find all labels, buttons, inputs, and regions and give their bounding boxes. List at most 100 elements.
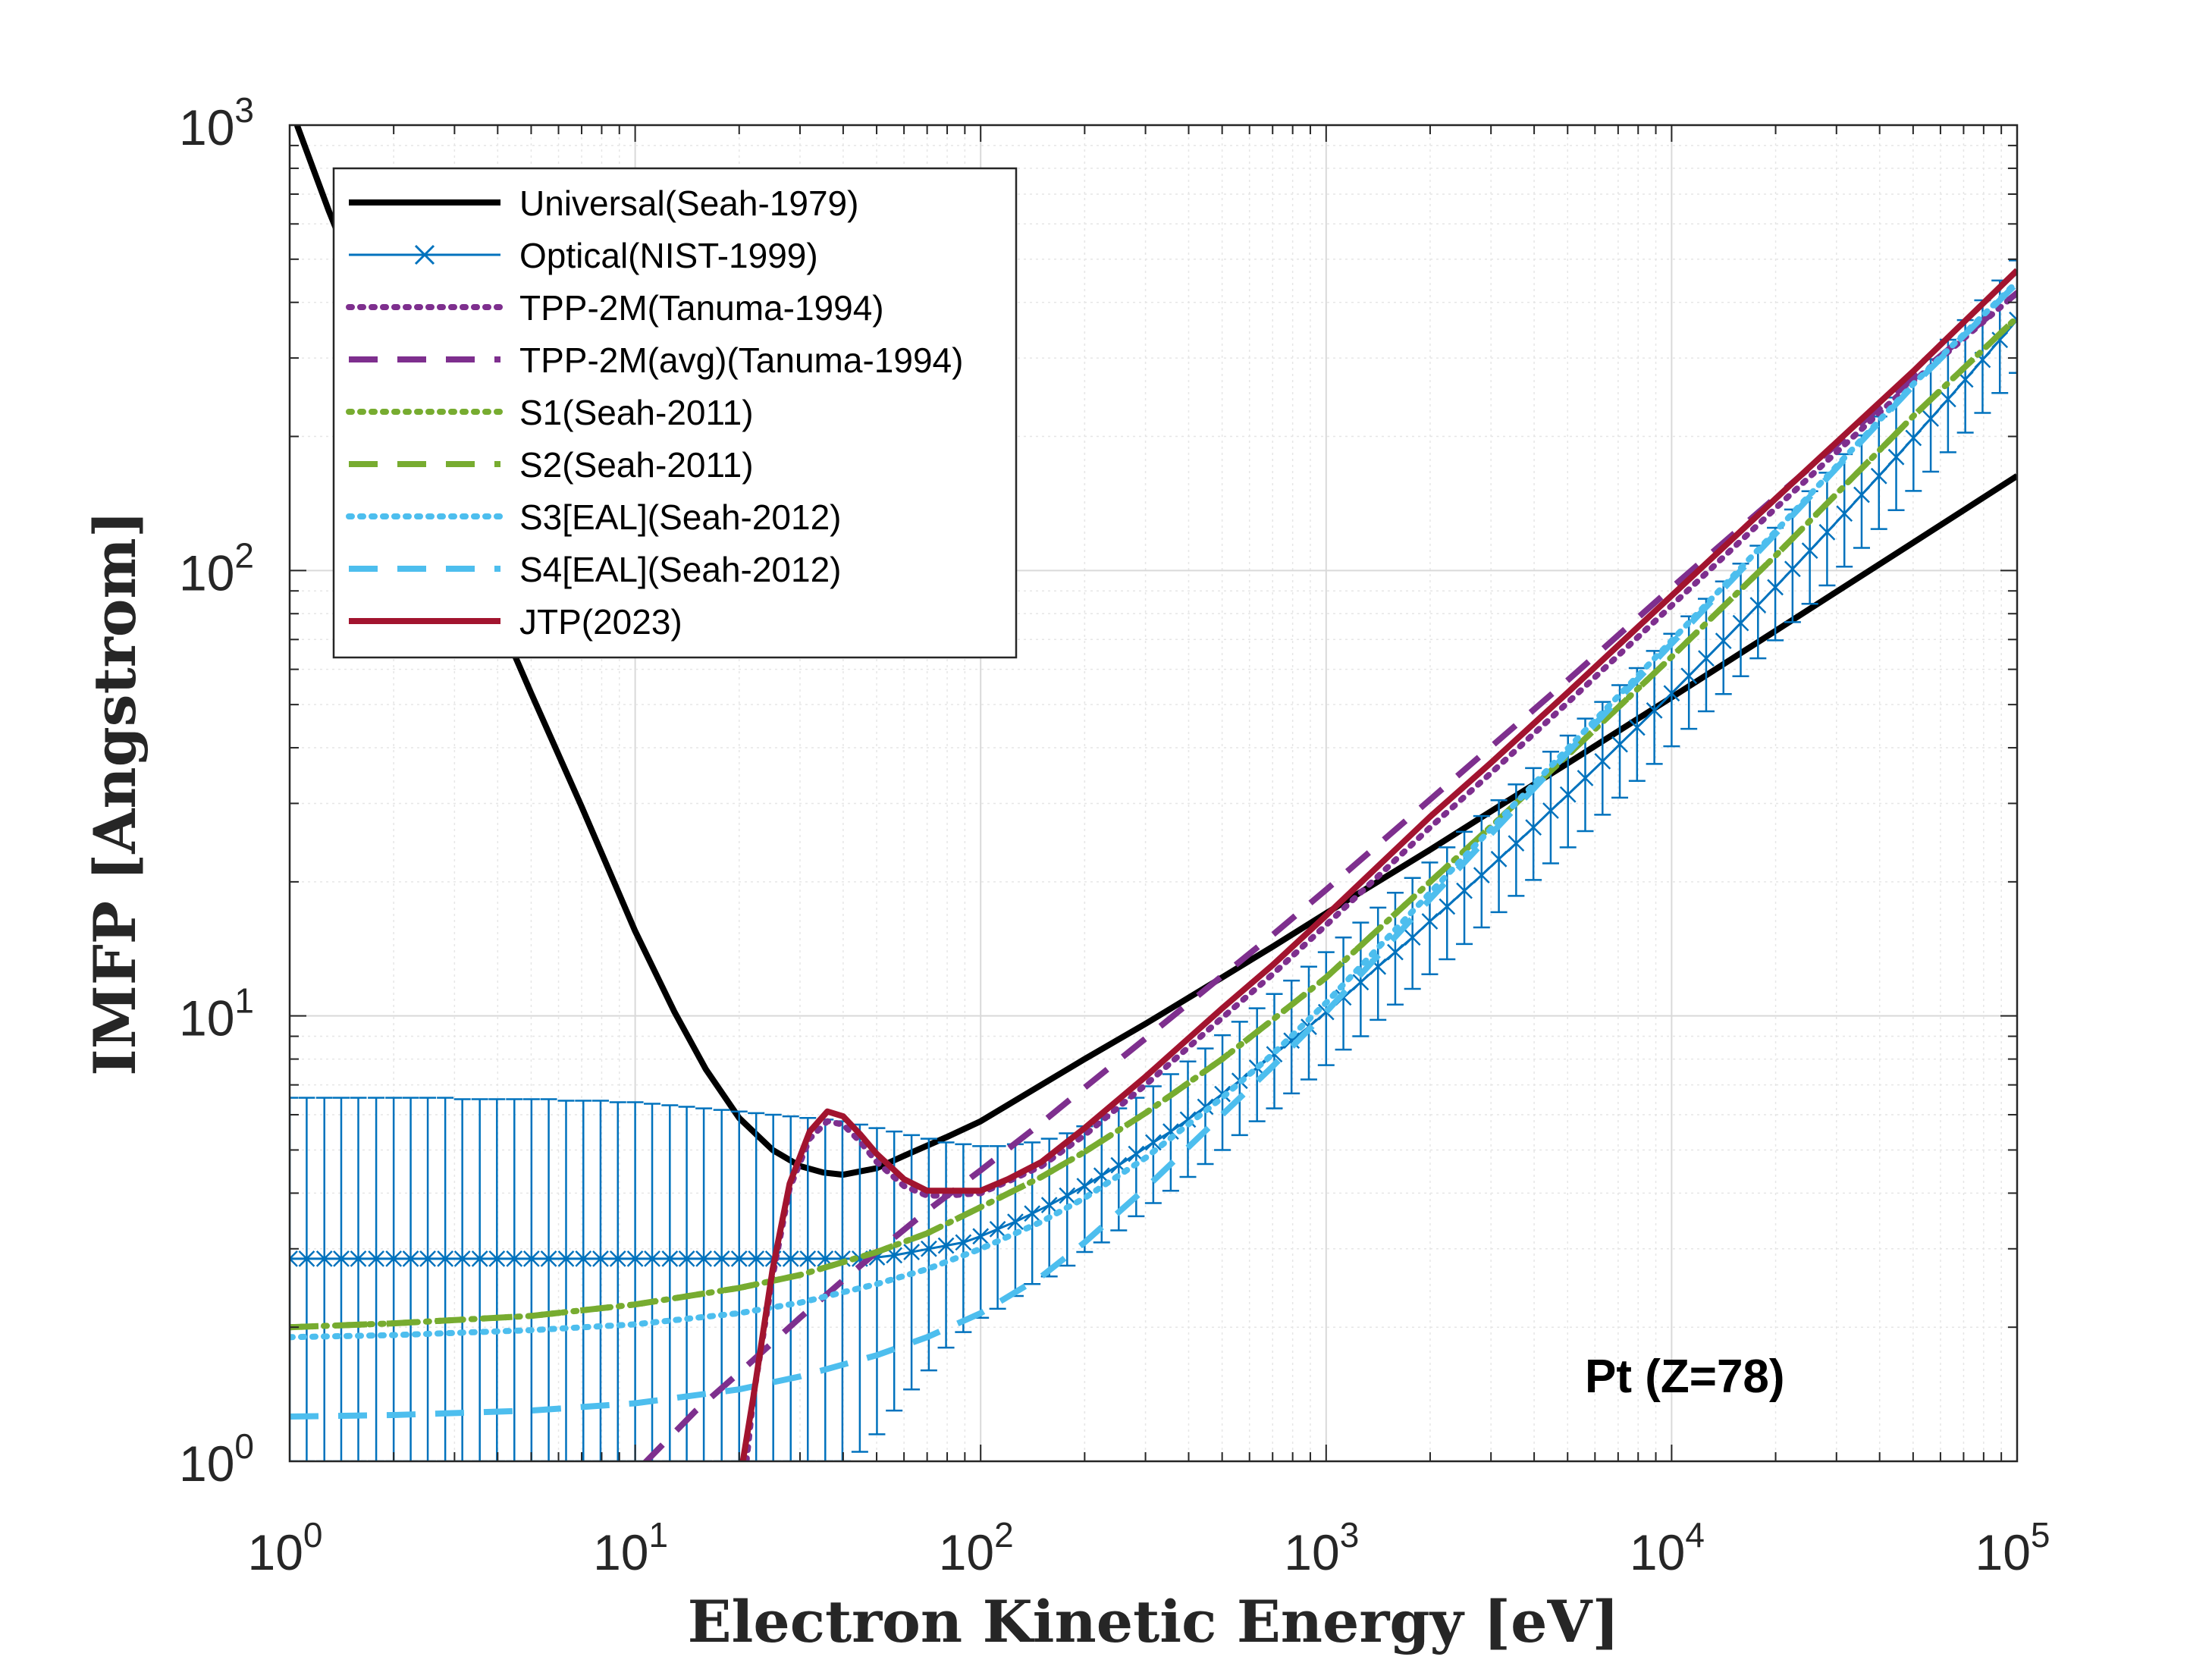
data-point-marker bbox=[506, 1250, 523, 1267]
x-tick-label-exponent: 2 bbox=[994, 1515, 1014, 1555]
legend-label: S1(Seah-2011) bbox=[519, 393, 754, 432]
legend-label: S2(Seah-2011) bbox=[519, 445, 754, 485]
data-point-marker bbox=[1922, 410, 1939, 427]
data-point-marker bbox=[1628, 719, 1646, 736]
series-line bbox=[290, 278, 2017, 1341]
x-tick-label-base: 10 bbox=[593, 1524, 648, 1580]
legend: Universal(Seah-1979) Optical(NIST-1999) TP… bbox=[332, 167, 1018, 659]
data-point-marker bbox=[1559, 786, 1577, 803]
x-tick-label-exponent: 4 bbox=[1685, 1515, 1705, 1555]
x-tick-label: 100 bbox=[247, 1515, 322, 1580]
x-tick-label: 101 bbox=[593, 1515, 668, 1580]
y-tick-label-exponent: 1 bbox=[234, 981, 254, 1021]
data-point-marker bbox=[333, 1250, 350, 1267]
x-tick-label-base: 10 bbox=[247, 1524, 303, 1580]
data-point-marker bbox=[1007, 1213, 1024, 1231]
x-tick-label-exponent: 3 bbox=[1340, 1515, 1360, 1555]
data-point-marker bbox=[1421, 913, 1439, 930]
y-tick-label-base: 10 bbox=[179, 544, 234, 601]
legend-marker bbox=[414, 244, 435, 265]
data-point-marker bbox=[989, 1221, 1006, 1238]
data-point-marker bbox=[678, 1250, 695, 1267]
data-point-marker bbox=[1939, 391, 1956, 408]
data-point-marker bbox=[1024, 1205, 1041, 1222]
data-point-marker bbox=[713, 1250, 730, 1267]
series-layer bbox=[290, 125, 2017, 1461]
data-point-marker bbox=[972, 1228, 990, 1245]
x-tick-label: 104 bbox=[1630, 1515, 1705, 1580]
data-point-marker bbox=[290, 1250, 298, 1267]
y-tick-label-exponent: 0 bbox=[234, 1426, 254, 1466]
data-point-marker bbox=[1387, 943, 1404, 961]
data-point-marker bbox=[1663, 685, 1680, 702]
legend-entry: TPP-2M(Tanuma-1994) bbox=[346, 288, 884, 328]
data-point-marker bbox=[1352, 974, 1370, 991]
data-point-marker bbox=[540, 1250, 557, 1267]
legend-entry: S3[EAL](Seah-2012) bbox=[346, 497, 842, 537]
x-tick-label-exponent: 5 bbox=[2031, 1515, 2050, 1555]
x-tick-label: 102 bbox=[939, 1515, 1014, 1580]
legend-label: JTP(2023) bbox=[519, 602, 682, 642]
plot-frame bbox=[288, 124, 2019, 1463]
y-tick-label-base: 10 bbox=[179, 1436, 234, 1492]
data-point-marker bbox=[350, 1250, 367, 1267]
data-point-marker bbox=[419, 1250, 436, 1267]
data-point-marker bbox=[1749, 597, 1767, 613]
y-tick-label: 103 bbox=[179, 90, 254, 155]
legend-label: Universal(Seah-1979) bbox=[519, 184, 858, 223]
data-point-marker bbox=[1577, 770, 1594, 786]
data-point-marker bbox=[661, 1250, 679, 1267]
data-point-marker bbox=[1473, 867, 1490, 883]
data-point-marker bbox=[1404, 929, 1421, 946]
data-point-marker bbox=[1646, 702, 1663, 719]
data-point-marker bbox=[937, 1237, 955, 1254]
series-line bbox=[739, 268, 2017, 1461]
data-point-marker bbox=[488, 1250, 506, 1267]
data-point-marker bbox=[1456, 882, 1473, 899]
data-point-marker bbox=[385, 1250, 403, 1267]
data-point-marker bbox=[955, 1234, 972, 1251]
legend-entry: Optical(NIST-1999) bbox=[349, 236, 818, 275]
data-point-marker bbox=[298, 1250, 315, 1267]
y-tick-label: 100 bbox=[179, 1426, 254, 1492]
data-point-marker bbox=[920, 1240, 937, 1257]
element-annotation: Pt (Z=78) bbox=[1585, 1351, 1785, 1403]
data-point-marker bbox=[782, 1250, 799, 1267]
data-point-marker bbox=[609, 1250, 626, 1267]
y-tick-label-exponent: 2 bbox=[234, 535, 254, 575]
data-point-marker bbox=[1698, 650, 1715, 667]
data-point-marker bbox=[437, 1250, 454, 1267]
legend-entry: S1(Seah-2011) bbox=[346, 393, 754, 432]
data-point-marker bbox=[695, 1250, 712, 1267]
x-tick-label-base: 10 bbox=[1975, 1524, 2030, 1580]
data-point-marker bbox=[1611, 736, 1628, 753]
legend-label: Optical(NIST-1999) bbox=[519, 236, 818, 275]
data-point-marker bbox=[1801, 542, 1818, 560]
data-point-marker bbox=[471, 1250, 488, 1267]
data-point-marker bbox=[1784, 560, 1801, 578]
data-point-marker bbox=[903, 1244, 920, 1260]
data-point-marker bbox=[748, 1250, 765, 1267]
data-point-marker bbox=[1767, 579, 1784, 596]
series-1 bbox=[290, 259, 2017, 1461]
legend-entry: JTP(2023) bbox=[349, 602, 682, 642]
y-tick-label-base: 10 bbox=[179, 990, 234, 1046]
data-point-marker bbox=[1836, 505, 1853, 522]
data-point-marker bbox=[1732, 614, 1749, 632]
x-tick-label-exponent: 0 bbox=[303, 1515, 323, 1555]
data-point-marker bbox=[1508, 835, 1525, 852]
legend-entry: S2(Seah-2011) bbox=[349, 445, 754, 485]
legend-label: S3[EAL](Seah-2012) bbox=[519, 497, 842, 537]
data-point-marker bbox=[1144, 1134, 1162, 1151]
data-point-marker bbox=[402, 1250, 419, 1267]
data-point-marker bbox=[1818, 523, 1836, 541]
y-tick-label: 102 bbox=[179, 535, 254, 601]
tick-layer bbox=[289, 124, 2018, 1462]
series-6 bbox=[290, 278, 2017, 1341]
data-point-marker bbox=[730, 1250, 748, 1267]
x-tick-label: 103 bbox=[1284, 1515, 1359, 1580]
data-point-marker bbox=[368, 1250, 384, 1267]
legend-entry: Universal(Seah-1979) bbox=[349, 184, 858, 223]
